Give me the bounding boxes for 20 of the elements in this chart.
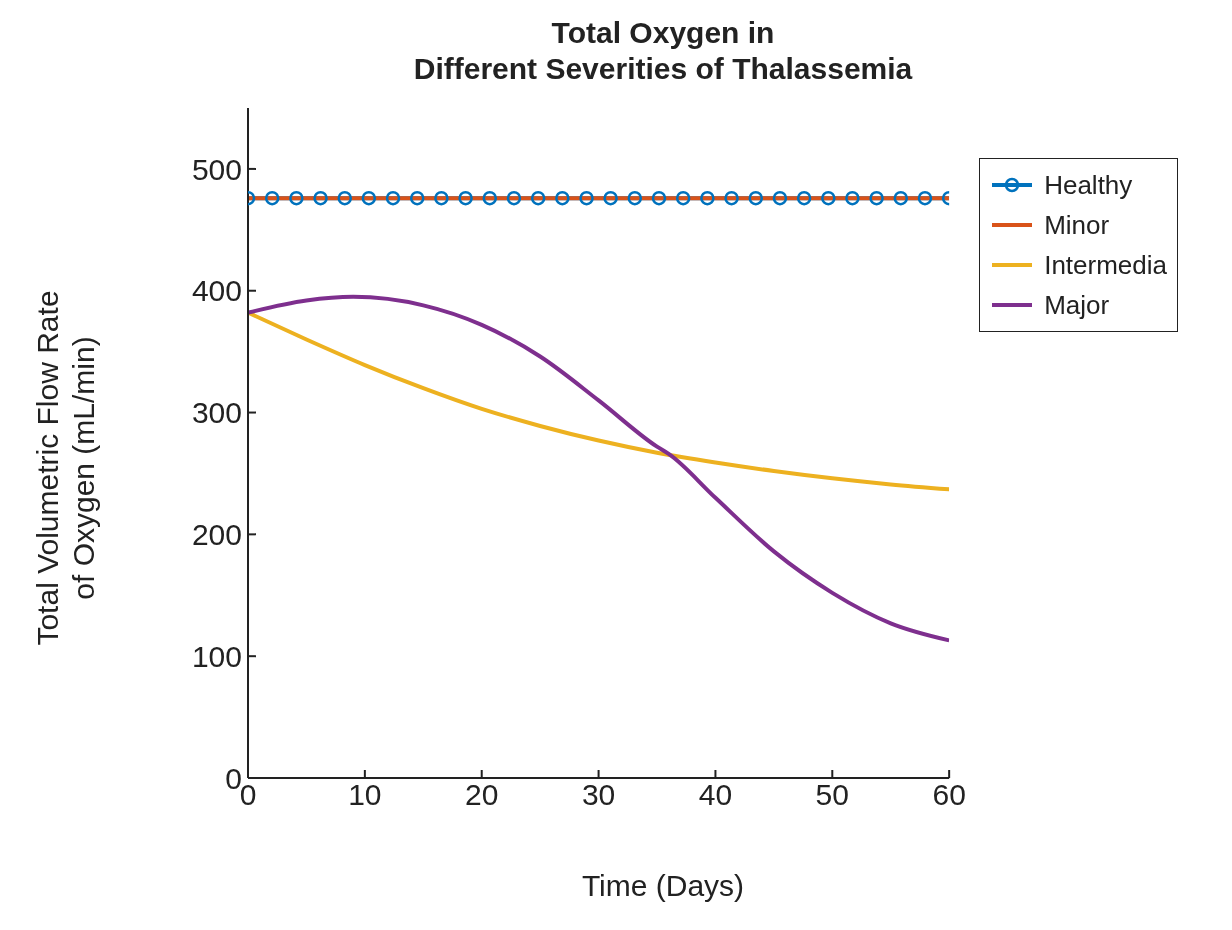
x-tick-label: 60 [932, 778, 966, 812]
y-tick-label: 400 [191, 274, 242, 308]
y-tick-label: 300 [191, 396, 242, 430]
legend-label: Intermedia [1044, 249, 1167, 282]
x-axis-title: Time (Days) [581, 868, 745, 902]
y-tick-label: 500 [191, 152, 242, 186]
line-series [248, 294, 950, 643]
x-tick-label: 10 [348, 778, 382, 812]
y-tick-label: 100 [191, 639, 242, 673]
line-series [248, 310, 950, 492]
x-tick-label: 30 [581, 778, 616, 812]
chart-title: Total Oxygen in Different Severities of Thalassemia [413, 15, 913, 85]
y-tick-label: 200 [191, 518, 242, 552]
legend-label: Major [1044, 289, 1110, 322]
legend-label: Healthy [1044, 169, 1133, 202]
y-axis-title: Total Volumetric Flow Rate of Oxygen (mL/min) [30, 290, 100, 646]
x-tick-label: 50 [815, 778, 849, 812]
legend-label: Minor [1044, 209, 1110, 242]
x-tick-label: 20 [465, 778, 499, 812]
x-tick-label: 40 [698, 778, 733, 812]
